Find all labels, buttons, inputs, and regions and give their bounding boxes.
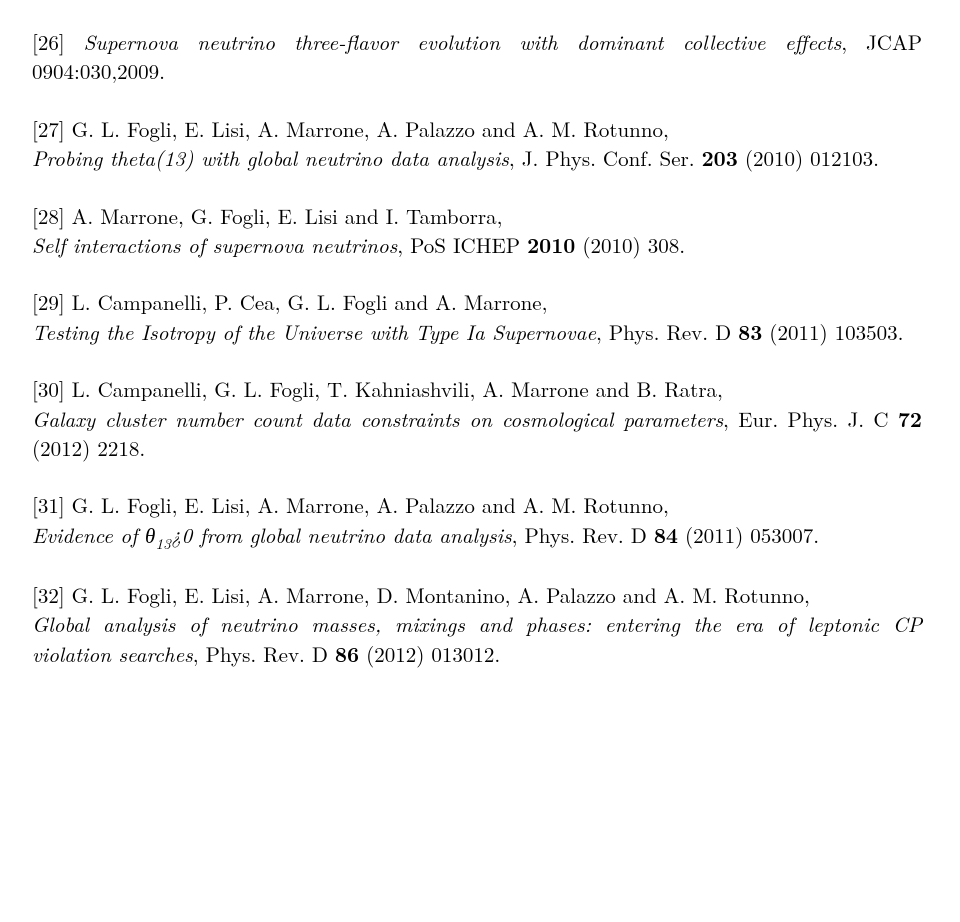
ref-post-b: (2011) 103503. [762,317,903,347]
ref-32: [32] G. L. Fogli, E. Lisi, A. Marrone, D… [30,581,922,669]
theta-sub: 13 [155,533,170,554]
ref-27: [27] G. L. Fogli, E. Lisi, A. Marrone, A… [30,115,922,174]
ref-30: [30] L. Campanelli, G. L. Fogli, T. Kahn… [30,375,922,463]
ref-post-a: , Eur. Phys. J. C [723,404,898,434]
ref-volume: 83 [738,317,762,347]
ref-number: [29] [32,287,72,317]
ref-title: Testing the Isotropy of the Universe wit… [32,317,596,347]
ref-post-b: (2012) 2218. [32,433,145,463]
ref-post-b: (2012) 013012. [359,639,500,669]
ref-volume: 72 [898,404,922,434]
ref-31: [31] G. L. Fogli, E. Lisi, A. Marrone, A… [30,491,922,553]
ref-title-mid: ¿0 from global neutrino data analysis [171,520,512,550]
ref-26: [26] Supernova neutrino three-flavor evo… [30,28,922,87]
ref-authors: L. Campanelli, P. Cea, G. L. Fogli and A… [72,287,548,317]
ref-post-a: , Phys. Rev. D [512,520,654,550]
ref-volume: 84 [654,520,678,550]
ref-post-a: , J. Phys. Conf. Ser. [509,143,702,173]
ref-28: [28] A. Marrone, G. Fogli, E. Lisi and I… [30,202,922,261]
ref-number: [32] [32,580,72,610]
ref-post-a: , Phys. Rev. D [596,317,738,347]
ref-authors: L. Campanelli, G. L. Fogli, T. Kahniashv… [72,374,723,404]
theta-symbol: θ [145,520,155,550]
ref-post-a: , PoS ICHEP [397,230,527,260]
ref-title-pre: Evidence of [32,520,145,550]
ref-volume: 86 [335,639,359,669]
ref-authors: A. Marrone, G. Fogli, E. Lisi and I. Tam… [72,201,503,231]
ref-number: [26] [32,27,84,57]
ref-title: Probing theta(13) with global neutrino d… [32,143,509,173]
ref-authors: G. L. Fogli, E. Lisi, A. Marrone, A. Pal… [72,114,669,144]
ref-authors: G. L. Fogli, E. Lisi, A. Marrone, A. Pal… [72,490,669,520]
ref-post-b: (2011) 053007. [678,520,819,550]
ref-authors: G. L. Fogli, E. Lisi, A. Marrone, D. Mon… [72,580,810,610]
ref-title: Self interactions of supernova neutrinos [32,230,397,260]
ref-number: [28] [32,201,72,231]
ref-volume: 203 [702,143,738,173]
ref-number: [27] [32,114,72,144]
ref-post-a: , Phys. Rev. D [193,639,335,669]
ref-title: Galaxy cluster number count data constra… [32,404,723,434]
ref-post-b: (2010) 012103. [738,143,879,173]
ref-volume: 2010 [527,230,575,260]
ref-post-b: (2010) 308. [575,230,685,260]
ref-title: Supernova neutrino three-flavor evolutio… [84,27,842,57]
ref-number: [31] [32,490,72,520]
ref-number: [30] [32,374,72,404]
ref-29: [29] L. Campanelli, P. Cea, G. L. Fogli … [30,288,922,347]
